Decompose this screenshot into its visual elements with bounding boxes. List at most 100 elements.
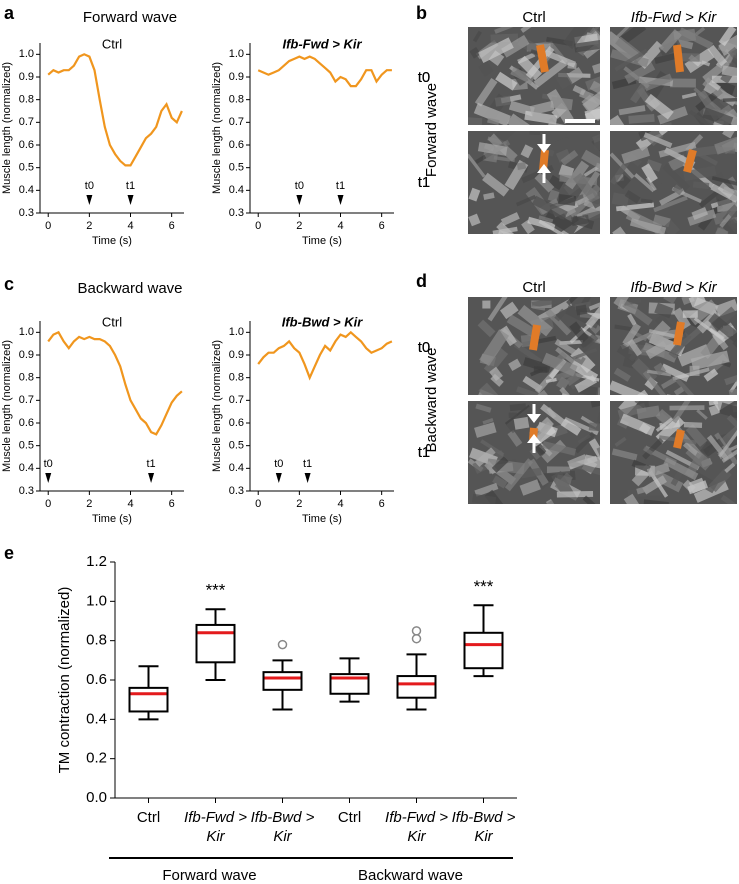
texture	[636, 485, 650, 495]
texture	[691, 148, 718, 166]
texture	[547, 189, 560, 203]
texture	[645, 340, 669, 360]
y-tick-label: 0.3	[19, 207, 34, 219]
y-tick-label: 0.6	[19, 417, 34, 429]
texture	[623, 493, 640, 504]
texture	[513, 416, 530, 430]
x-tick-label: 6	[169, 498, 175, 510]
texture	[477, 142, 508, 156]
texture	[580, 336, 593, 349]
x-tick-label: 2	[86, 498, 92, 510]
texture	[521, 219, 535, 234]
texture	[531, 195, 568, 220]
texture	[610, 114, 631, 125]
texture	[634, 401, 650, 409]
significance: ***	[206, 581, 226, 600]
texture	[506, 113, 539, 125]
texture	[501, 34, 530, 58]
texture	[624, 61, 656, 84]
texture	[612, 226, 631, 234]
texture	[573, 39, 600, 53]
texture	[724, 374, 737, 386]
texture	[582, 495, 600, 504]
texture	[490, 373, 504, 387]
y-axis-label: TM contraction (normalized)	[56, 587, 73, 774]
texture	[590, 401, 600, 408]
texture	[718, 27, 737, 47]
muscle-marker	[683, 148, 697, 174]
texture	[500, 212, 520, 226]
texture	[724, 462, 736, 473]
texture	[556, 491, 594, 498]
texture	[614, 436, 627, 447]
texture	[641, 163, 658, 183]
texture	[478, 382, 504, 395]
texture	[688, 477, 707, 494]
arrow-head	[537, 144, 551, 153]
arrow-head	[527, 434, 541, 443]
texture	[487, 117, 500, 125]
micrograph	[468, 27, 600, 125]
chart-title: Ifb-Bwd > Kir	[282, 314, 363, 329]
texture	[654, 302, 674, 319]
texture	[474, 77, 498, 107]
y-tick-label: 1.0	[229, 48, 244, 60]
texture	[677, 344, 711, 367]
texture	[520, 144, 534, 159]
texture	[662, 219, 680, 234]
marker-label: t1	[336, 180, 345, 192]
texture	[563, 27, 595, 50]
texture	[708, 79, 721, 91]
texture	[643, 132, 673, 149]
texture	[588, 297, 600, 311]
texture	[491, 456, 509, 473]
y-axis-label: Muscle length (normalized)	[1, 62, 13, 194]
texture	[537, 299, 573, 323]
y-tick-label: 0.5	[19, 162, 34, 174]
texture	[482, 300, 491, 309]
x-tick-label: 6	[169, 220, 175, 232]
y-axis-label: Muscle length (normalized)	[211, 340, 223, 472]
texture	[553, 68, 573, 90]
image-column-label: Ifb-Bwd > Kir	[630, 279, 717, 296]
texture	[495, 71, 518, 91]
micrograph	[468, 401, 600, 504]
texture	[702, 58, 731, 84]
x-tick-label: Ifb-Bwd > Kir	[250, 809, 315, 845]
texture	[492, 475, 508, 489]
texture	[722, 131, 737, 139]
texture	[534, 443, 547, 457]
x-tick-label: 4	[127, 498, 133, 510]
texture	[729, 365, 737, 393]
texture	[489, 366, 503, 382]
texture	[629, 218, 667, 234]
texture	[588, 438, 600, 474]
texture	[554, 338, 584, 360]
image-row-title: Backward wave	[423, 347, 440, 452]
texture	[622, 322, 641, 347]
texture	[669, 405, 705, 411]
marker-label: t0	[295, 180, 304, 192]
texture	[478, 61, 494, 77]
texture	[468, 117, 483, 125]
y-tick-label: 0.7	[229, 394, 244, 406]
texture	[493, 155, 515, 163]
texture	[532, 305, 546, 311]
texture	[555, 136, 572, 152]
texture	[494, 95, 511, 107]
texture	[663, 297, 685, 305]
texture	[642, 437, 664, 460]
micrograph	[610, 131, 737, 234]
texture	[502, 503, 530, 504]
texture	[474, 422, 497, 438]
texture	[631, 459, 651, 473]
image-column-label: Ifb-Fwd > Kir	[631, 9, 717, 26]
texture	[516, 162, 527, 170]
texture	[618, 105, 646, 116]
texture	[599, 27, 600, 36]
texture	[588, 422, 600, 433]
texture	[515, 194, 537, 207]
texture	[508, 412, 517, 419]
